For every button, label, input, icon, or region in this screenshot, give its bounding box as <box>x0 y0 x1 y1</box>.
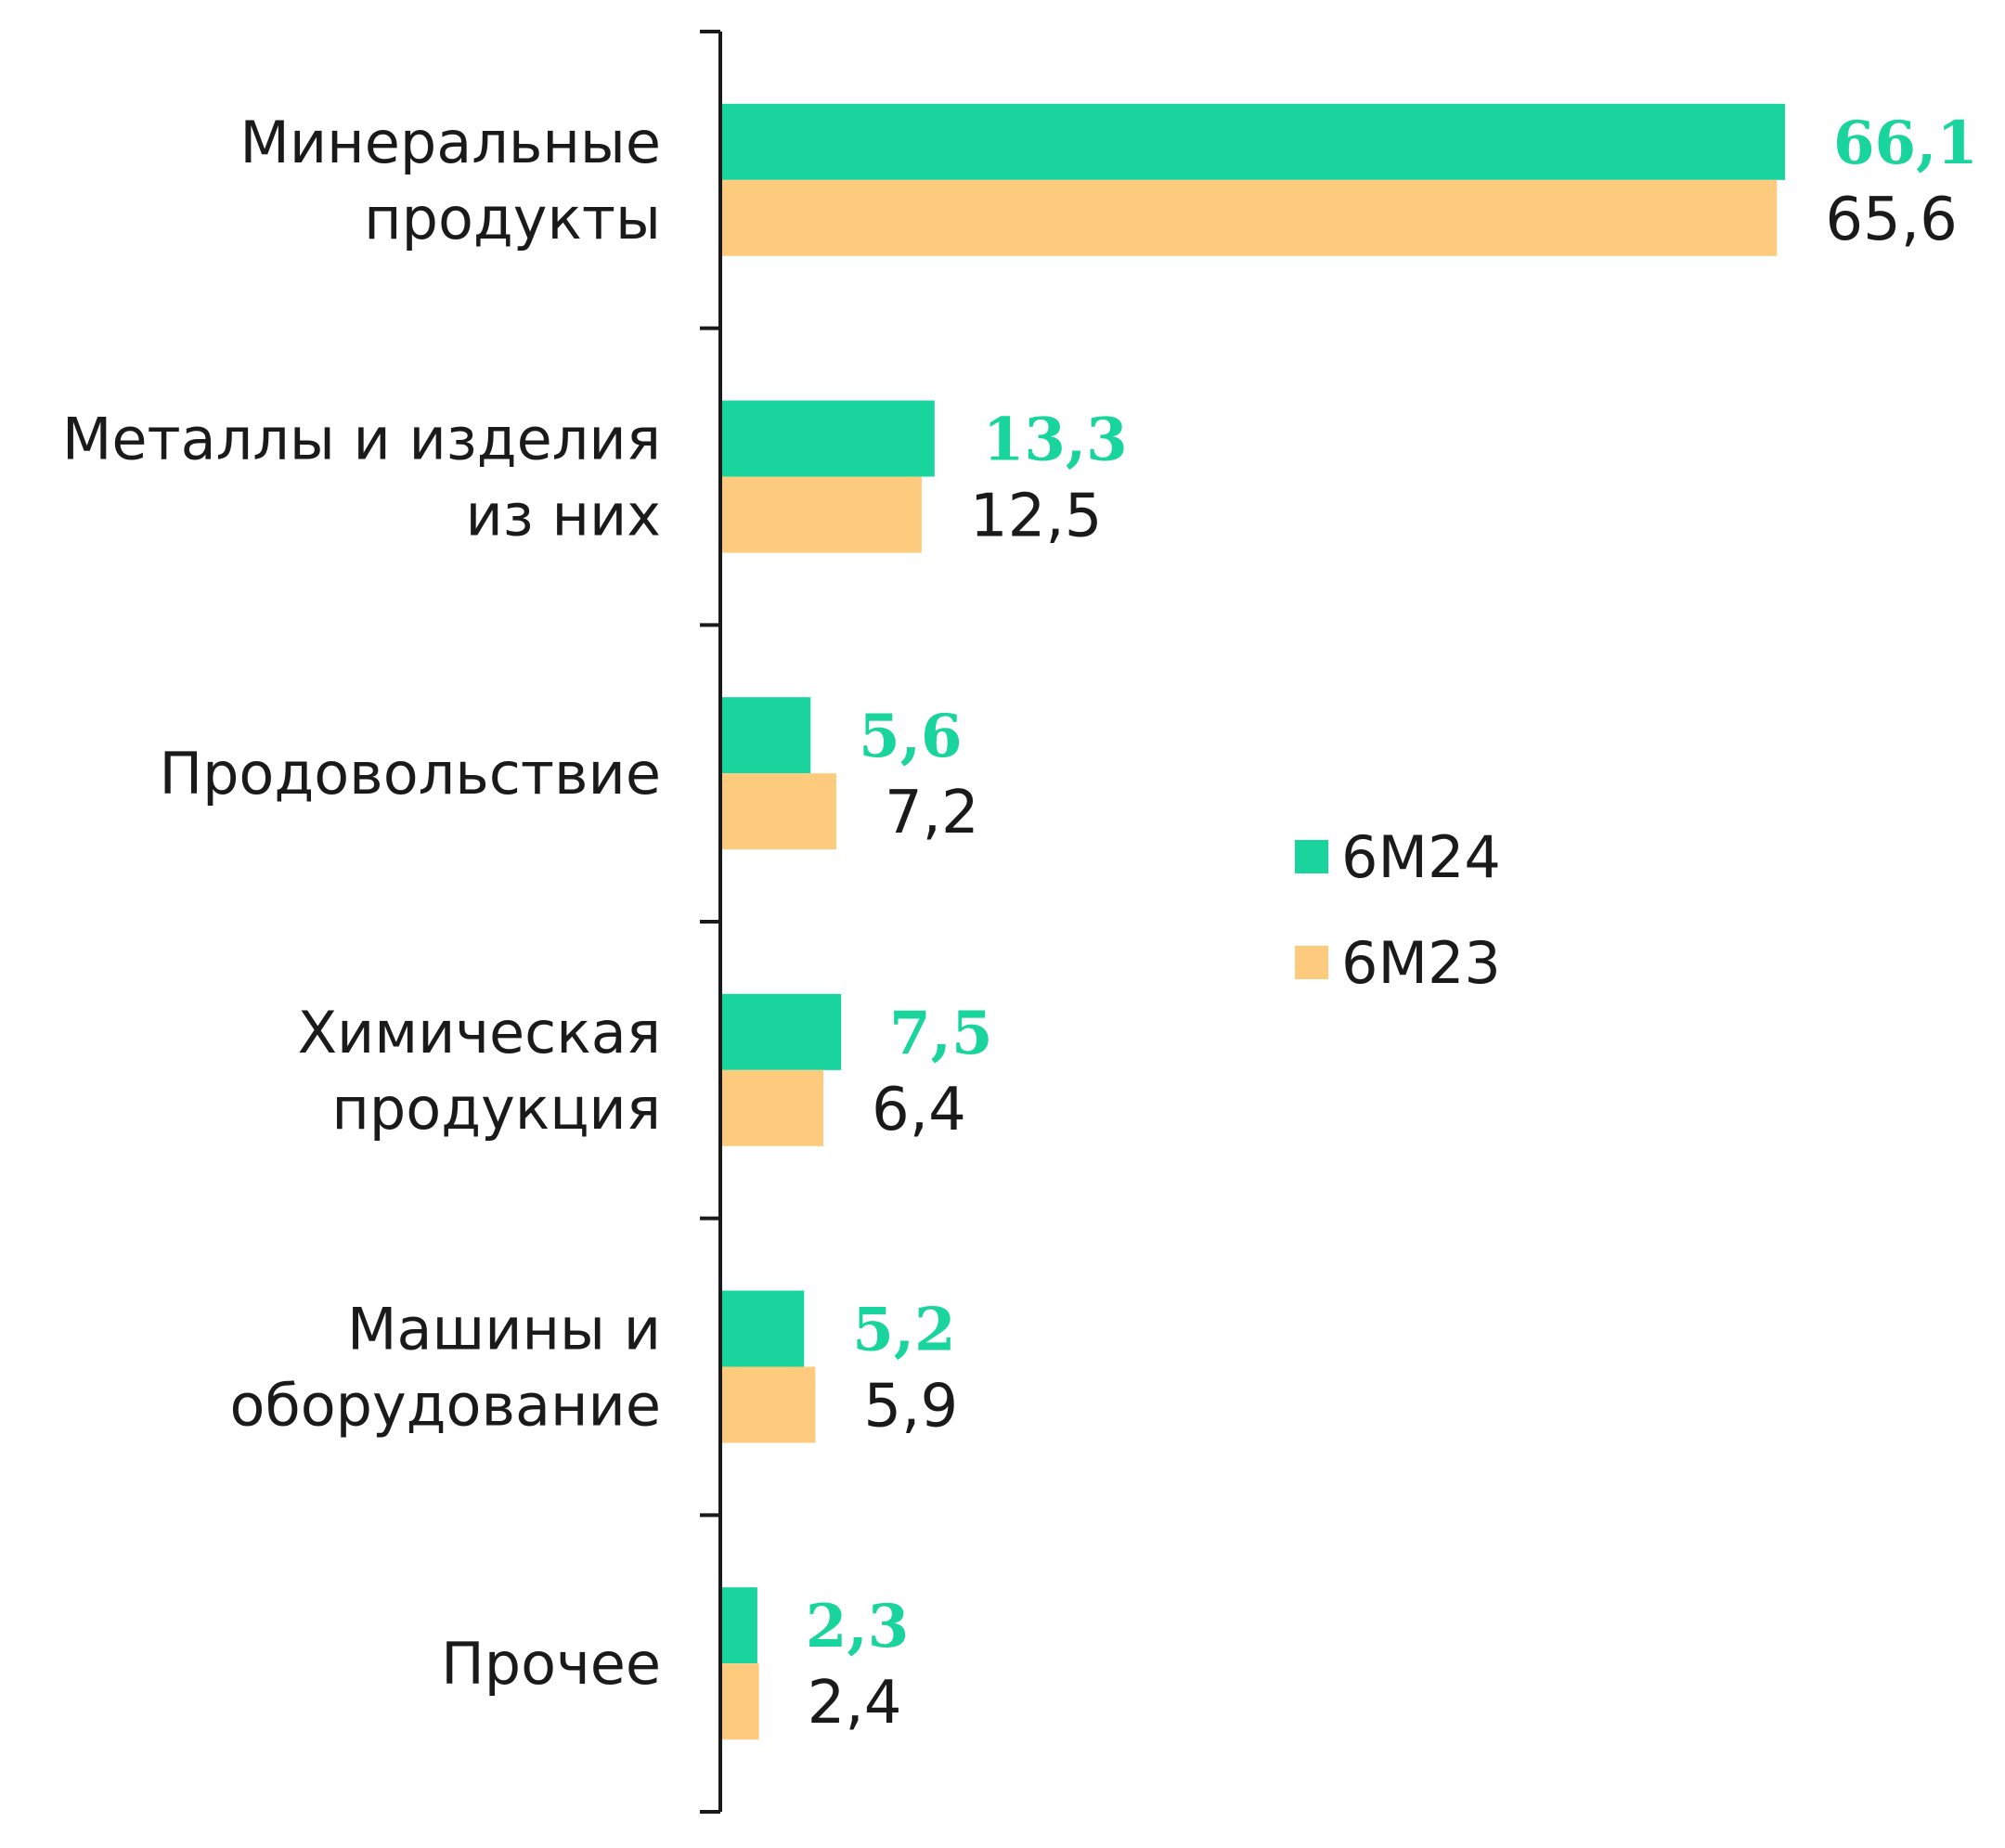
legend-swatch <box>1295 840 1328 873</box>
category-label-line: продукция <box>331 1075 661 1143</box>
category-label-line: Машины и <box>347 1296 661 1363</box>
legend-label: 6M23 <box>1341 929 1501 997</box>
value-label-6m23: 5,9 <box>863 1373 958 1441</box>
category-label-line: Прочее <box>441 1630 661 1698</box>
value-label-6m24: 66,1 <box>1833 109 1978 178</box>
bar-6m24 <box>720 103 1785 180</box>
legend: 6M24 6M23 <box>1295 823 1501 997</box>
bar-6m23 <box>720 773 836 850</box>
bar-6m23 <box>720 1663 759 1740</box>
category-label-line: Металлы и изделия <box>62 406 661 473</box>
category-labels: Минеральные продукты Металлы и изделия из н… <box>62 109 661 1698</box>
value-label-6m23: 6,4 <box>872 1076 966 1144</box>
bar-6m24 <box>720 400 935 477</box>
category-label: Минеральные продукты <box>239 109 661 252</box>
category-label-line: Химическая <box>298 999 661 1066</box>
category-label: Прочее <box>441 1630 661 1698</box>
value-label-6m24: 7,5 <box>889 999 992 1068</box>
bar-6m24 <box>720 697 811 774</box>
category-label-line: из них <box>466 482 662 549</box>
bar-6m23 <box>720 1069 824 1146</box>
category-label: Продовольствие <box>159 740 661 808</box>
category-label: Машины и оборудование <box>230 1296 661 1440</box>
y-axis <box>700 30 722 1814</box>
category-label-line: Минеральные <box>239 109 661 176</box>
value-label-6m24: 13,3 <box>983 406 1128 475</box>
value-label-6m24: 2,3 <box>806 1592 909 1661</box>
category-label-line: Продовольствие <box>159 740 661 808</box>
bar-6m24 <box>720 993 842 1070</box>
category-label: Химическая продукция <box>298 999 661 1143</box>
category-label-line: продукты <box>364 185 661 252</box>
value-label-6m23: 7,2 <box>885 779 979 847</box>
bar-6m24 <box>720 1290 805 1367</box>
value-labels: 66,1 65,6 13,3 12,5 5,6 7,2 7,5 6,4 5,2 5,9 2,3 2,4 <box>806 109 1978 1738</box>
bar-6m23 <box>720 179 1778 256</box>
category-label-line: оборудование <box>230 1372 661 1440</box>
category-label: Металлы и изделия из них <box>62 406 661 549</box>
legend-label: 6M24 <box>1341 823 1501 891</box>
bars <box>720 103 1785 1740</box>
bar-6m23 <box>720 476 922 553</box>
legend-swatch <box>1295 946 1328 979</box>
value-label-6m23: 65,6 <box>1825 186 1958 254</box>
value-label-6m24: 5,6 <box>859 702 962 771</box>
value-label-6m24: 5,2 <box>852 1296 955 1365</box>
value-label-6m23: 12,5 <box>970 483 1103 551</box>
value-label-6m23: 2,4 <box>808 1669 902 1738</box>
bar-6m23 <box>720 1366 816 1443</box>
bar-6m24 <box>720 1587 757 1664</box>
